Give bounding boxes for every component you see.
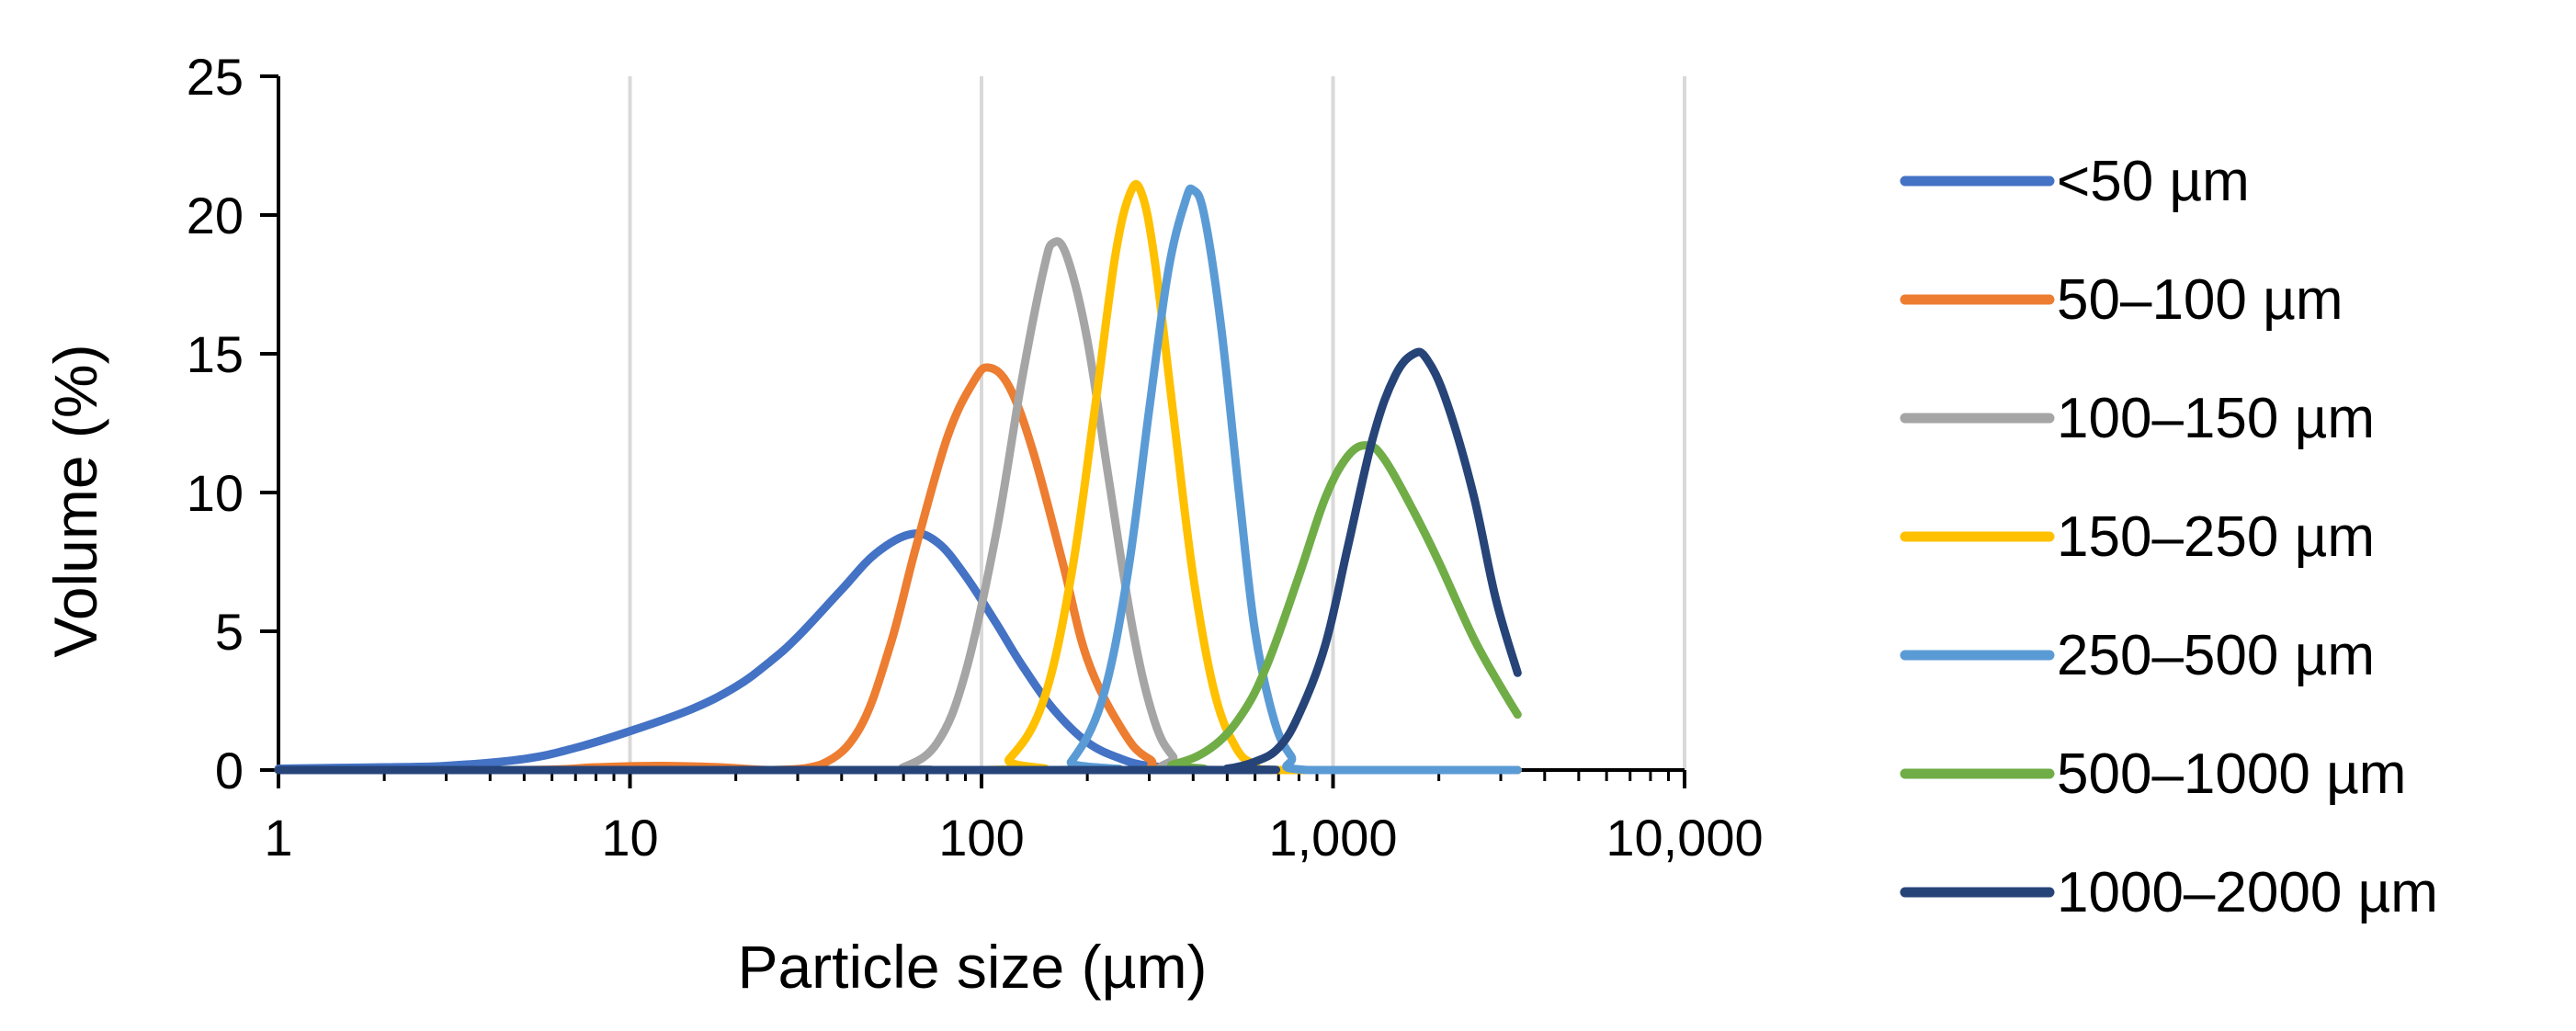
y-axis-title: Volume (%) bbox=[41, 344, 109, 657]
x-tick-label: 10 bbox=[601, 809, 658, 867]
x-tick-label: 1,000 bbox=[1268, 809, 1397, 867]
series-line-7 bbox=[274, 347, 1522, 775]
y-tick-label: 5 bbox=[215, 603, 244, 661]
y-tick-label: 15 bbox=[187, 325, 244, 383]
x-tick-label: 1 bbox=[264, 809, 292, 867]
legend-label: <50 µm bbox=[2057, 150, 2250, 213]
y-tick-label: 0 bbox=[215, 742, 244, 799]
x-tick-label: 10,000 bbox=[1606, 809, 1763, 867]
legend-label: 1000–2000 µm bbox=[2057, 861, 2438, 924]
labels-layer: 0 5 10 15 20 25 1 10 100 1,000 10,000 bbox=[187, 48, 1764, 867]
y-tick-label: 10 bbox=[187, 464, 244, 522]
y-tick-label: 20 bbox=[187, 187, 244, 244]
legend-label: 50–100 µm bbox=[2057, 268, 2343, 332]
legend-label: 250–500 µm bbox=[2057, 624, 2375, 687]
x-tick-label: 100 bbox=[938, 809, 1024, 867]
y-tick-label: 25 bbox=[187, 48, 244, 106]
legend-label: 150–250 µm bbox=[2057, 505, 2375, 569]
x-axis-title: Particle size (µm) bbox=[737, 933, 1207, 1001]
legend: <50 µm 50–100 µm 100–150 µm 150–250 µm 250–5… bbox=[1900, 150, 2438, 924]
grid-layer bbox=[628, 76, 1686, 770]
axes-layer bbox=[260, 74, 1686, 788]
legend-label: 100–150 µm bbox=[2057, 387, 2375, 450]
legend-label: 500–1000 µm bbox=[2057, 742, 2406, 806]
series-layer bbox=[274, 179, 1522, 775]
